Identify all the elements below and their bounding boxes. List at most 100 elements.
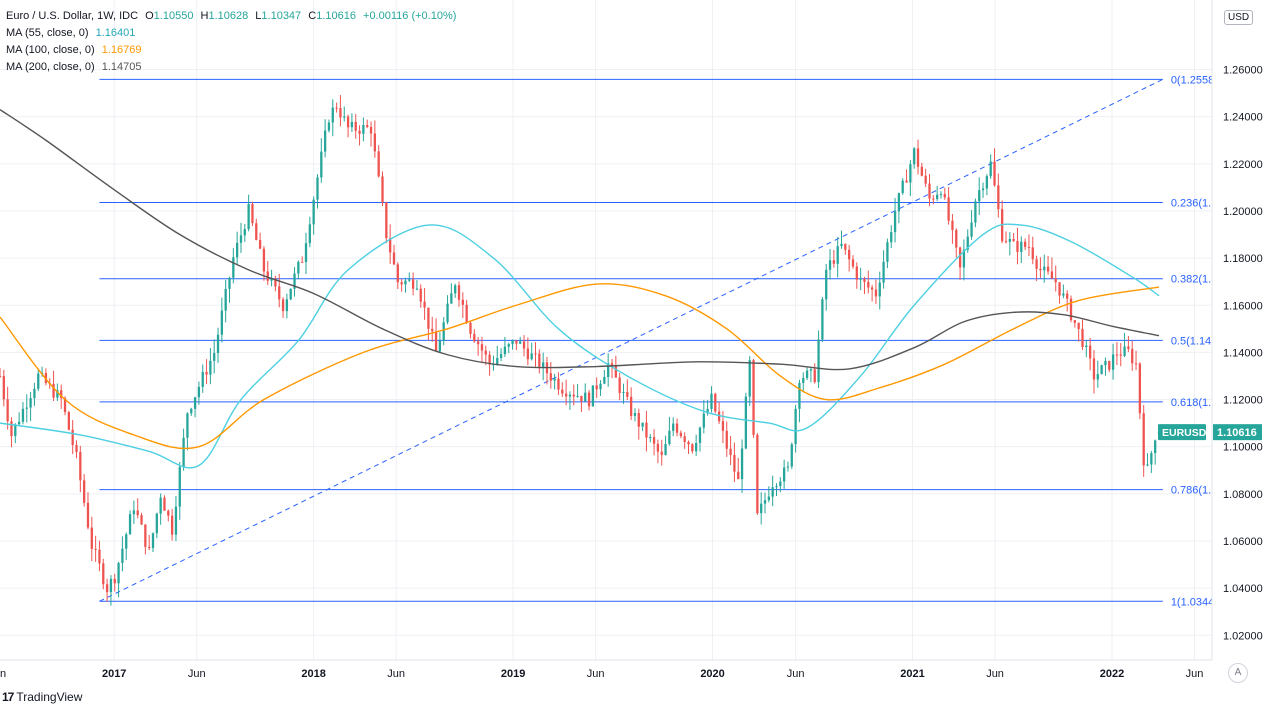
candle-body — [687, 441, 690, 445]
candle-body — [1027, 246, 1031, 248]
candle-body — [454, 285, 457, 294]
candle-body — [572, 394, 575, 397]
candle-body — [1092, 358, 1096, 380]
candle-body — [1004, 241, 1008, 243]
low-value: 1.10347 — [261, 10, 302, 22]
candle-body — [507, 344, 510, 347]
candle-body — [415, 288, 419, 290]
candle-body — [389, 238, 392, 253]
candle-body — [151, 533, 155, 549]
candle-body — [851, 259, 855, 267]
ma55-legend-row[interactable]: MA (55, close, 0) 1.16401 — [6, 25, 456, 42]
candle-body — [132, 510, 136, 515]
candle-body — [622, 391, 625, 393]
candle-body — [346, 116, 350, 128]
candle-body — [144, 524, 147, 547]
time-tick-label: Jun — [188, 668, 206, 680]
candle-body — [897, 193, 901, 212]
candle-body — [549, 373, 552, 381]
candle-body — [186, 413, 189, 438]
candle-body — [553, 378, 556, 381]
candle-body — [1020, 241, 1023, 252]
time-axis[interactable]: Jun 2017 Jun 2018 Jun 2019 Jun 2020 Jun 2021 Jun 20… — [0, 659, 1212, 680]
ma100-legend-row[interactable]: MA (100, close, 0) 1.16769 — [6, 42, 456, 59]
candle-body — [178, 466, 181, 507]
price-axis[interactable]: 1.02000 1.04000 1.06000 1.08000 1.10000 1.120… — [1158, 0, 1269, 709]
candle-body — [155, 513, 158, 534]
candle-body — [312, 199, 315, 225]
candle-body — [109, 578, 113, 593]
candle-body — [473, 333, 476, 342]
fibonacci-retracement[interactable]: 0(1.25585)0.236(1.20359)0.382(1.17126)0.… — [99, 74, 1245, 608]
symbol-legend-row: Euro / U.S. Dollar, 1W, IDC O1.10550 H1.… — [6, 8, 456, 25]
candle-body — [760, 503, 763, 514]
candle-body — [610, 363, 614, 366]
price-axis-bg — [1212, 0, 1269, 709]
candle-body — [385, 202, 388, 239]
time-tick-label: Jun — [0, 668, 6, 680]
moving-averages — [0, 109, 1160, 469]
candle-body — [1142, 413, 1145, 466]
candle-body — [1108, 360, 1111, 370]
candle-body — [867, 281, 870, 288]
brand-name: TradingView — [16, 690, 83, 704]
candle-body — [790, 444, 793, 467]
candle-body — [752, 360, 755, 435]
candle-body — [832, 260, 836, 264]
candle-body — [1031, 247, 1034, 260]
candle-body — [438, 340, 442, 352]
candle-body — [530, 353, 533, 360]
candle-body — [882, 261, 885, 283]
candle-body — [1066, 293, 1069, 299]
candle-body — [205, 371, 208, 375]
tradingview-brand[interactable]: 17 TradingView — [2, 690, 82, 704]
candle-body — [660, 451, 663, 455]
candle-body — [56, 390, 59, 398]
candle-body — [702, 413, 705, 428]
time-tick-label: Jun — [1186, 668, 1204, 680]
candle-body — [21, 408, 25, 422]
auto-scale-button[interactable]: A — [1228, 663, 1248, 683]
candle-body — [488, 354, 491, 365]
candle-body — [94, 548, 97, 550]
candle-body — [515, 340, 518, 344]
candle-body — [262, 248, 266, 272]
time-tick-label: 2017 — [102, 668, 126, 680]
candle-body — [98, 549, 101, 564]
candle-body — [909, 164, 912, 183]
candle-body — [893, 211, 897, 233]
candle-body — [1046, 266, 1050, 272]
candle-body — [672, 423, 675, 431]
candle-body — [1127, 346, 1130, 349]
currency-selector[interactable]: USD — [1224, 10, 1254, 25]
candle-body — [125, 534, 128, 549]
candle-body — [266, 271, 269, 281]
candle-body — [1104, 360, 1107, 366]
candle-body — [60, 390, 63, 399]
candle-body — [576, 395, 579, 397]
candle-body — [564, 393, 568, 397]
candle-body — [373, 133, 377, 152]
candle-body — [886, 242, 889, 262]
candle-body — [243, 229, 246, 236]
price-tick-label: 1.10000 — [1223, 442, 1263, 454]
price-tick-label: 1.24000 — [1223, 112, 1263, 124]
candle-body — [538, 353, 541, 369]
candle-body — [557, 378, 560, 390]
candle-body — [121, 548, 124, 564]
candle-body — [962, 249, 966, 268]
candle-body — [216, 334, 220, 353]
candle-body — [236, 242, 239, 258]
candle-body — [691, 444, 694, 452]
candle-body — [1035, 259, 1038, 269]
candle-body — [197, 386, 201, 398]
candle-body — [729, 448, 732, 455]
candle-body — [450, 293, 453, 304]
ma200-legend-row[interactable]: MA (200, close, 0) 1.14705 — [6, 59, 456, 76]
candle-body — [928, 183, 931, 199]
candle-body — [1008, 239, 1011, 242]
candle-body — [599, 383, 602, 390]
chart-legend: Euro / U.S. Dollar, 1W, IDC O1.10550 H1.… — [6, 8, 456, 76]
candle-body — [534, 353, 537, 355]
